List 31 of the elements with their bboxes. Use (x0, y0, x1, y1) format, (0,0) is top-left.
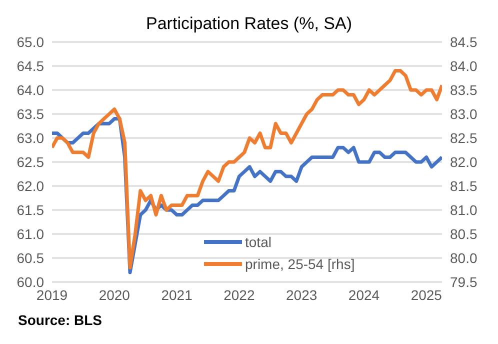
x-tick-label: 2020 (98, 286, 130, 303)
y2-tick-label: 80.0 (450, 250, 478, 266)
chart-title: Participation Rates (%, SA) (145, 14, 353, 34)
y2-tick-label: 84.5 (450, 34, 478, 50)
y-tick-label: 61.0 (16, 226, 44, 242)
y2-tick-label: 82.0 (450, 154, 478, 170)
y2-tick-label: 81.5 (450, 178, 478, 194)
legend-label: total (245, 234, 272, 250)
x-tick-label: 2023 (286, 286, 318, 303)
y2-tick-label: 83.0 (450, 106, 478, 122)
y2-tick-label: 81.0 (450, 202, 478, 218)
source-note: Source: BLS (18, 312, 102, 328)
y-tick-label: 63.5 (16, 106, 44, 122)
x-tick-label: 2022 (224, 286, 255, 303)
y2-tick-label: 83.5 (450, 82, 478, 98)
y2-tick-label: 84.0 (450, 58, 478, 74)
y2-tick-label: 82.5 (450, 130, 478, 146)
y-tick-label: 63.0 (16, 130, 44, 146)
y-tick-label: 64.5 (16, 58, 44, 74)
y-tick-label: 64.0 (16, 82, 44, 98)
x-tick-label: 2024 (348, 286, 380, 303)
y-tick-label: 61.5 (16, 202, 44, 218)
x-tick-label: 2025 (410, 286, 442, 303)
y-tick-label: 62.5 (16, 154, 44, 170)
y-tick-label: 65.0 (16, 34, 44, 50)
y2-tick-label: 79.5 (450, 274, 478, 290)
legend-label: prime, 25-54 [rhs] (245, 256, 355, 272)
y2-tick-label: 80.5 (450, 226, 478, 242)
y-tick-label: 62.0 (16, 178, 44, 194)
y-tick-label: 60.5 (16, 250, 44, 266)
x-tick-label: 2021 (161, 286, 193, 303)
